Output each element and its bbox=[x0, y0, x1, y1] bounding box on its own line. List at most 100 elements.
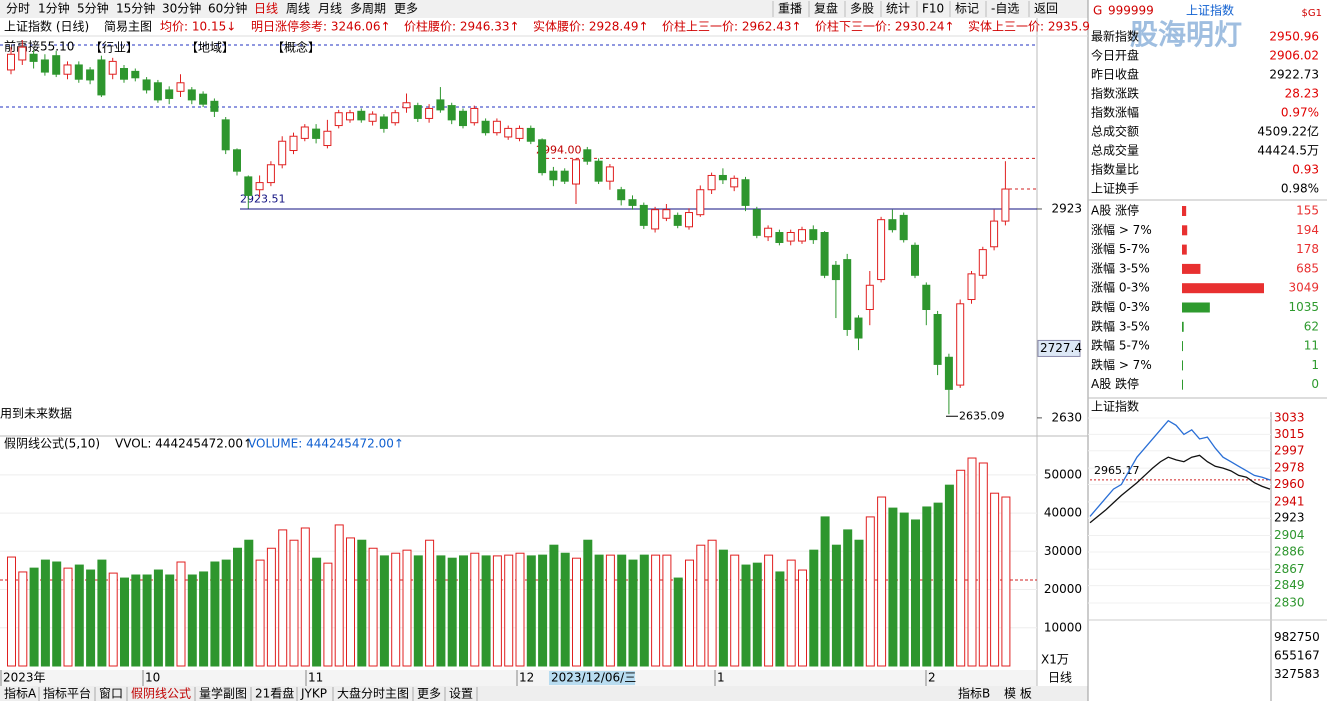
breadth-value: 0 bbox=[1311, 377, 1319, 391]
mini-vol-label: 327583 bbox=[1274, 667, 1320, 681]
candle-body bbox=[1001, 188, 1010, 222]
period-tab[interactable]: 月线 bbox=[318, 2, 342, 16]
bottom-tab[interactable]: 日线 bbox=[1048, 671, 1072, 685]
breadth-value: 3049 bbox=[1288, 281, 1319, 295]
candle-body bbox=[176, 82, 185, 92]
quote-label: 指数量比 bbox=[1091, 162, 1139, 177]
volume-bar bbox=[266, 547, 276, 667]
candle-body bbox=[718, 174, 727, 181]
period-tab[interactable]: 15分钟 bbox=[116, 1, 155, 16]
volume-bar bbox=[447, 557, 457, 667]
bottom-tab[interactable]: 指标平台 bbox=[43, 686, 91, 701]
period-tab[interactable]: 日线 bbox=[254, 2, 278, 16]
mini-y-label: 2960 bbox=[1274, 477, 1305, 491]
candle-body bbox=[888, 219, 897, 231]
mini-y-label: 2830 bbox=[1274, 596, 1305, 610]
breadth-value: 194 bbox=[1296, 223, 1319, 237]
candle-body bbox=[741, 179, 750, 206]
watermark: 股海明灯 bbox=[1130, 18, 1242, 51]
info-item: 均价: 10.15↓ bbox=[160, 20, 236, 34]
candle-body bbox=[865, 284, 874, 311]
candle-body bbox=[278, 140, 287, 166]
volume-bar bbox=[108, 572, 118, 667]
tool-button[interactable]: 重播 bbox=[778, 2, 802, 16]
tool-button[interactable]: F10 bbox=[922, 2, 944, 16]
tool-button[interactable]: -自选 bbox=[991, 2, 1019, 16]
bottom-tab[interactable]: 21看盘 bbox=[255, 686, 294, 701]
volume-bar bbox=[628, 559, 638, 667]
tool-button[interactable]: 多股 bbox=[850, 2, 874, 16]
quote-label: 昨日收盘 bbox=[1091, 67, 1139, 82]
quote-value: 2906.02 bbox=[1269, 49, 1319, 63]
volume-bar bbox=[967, 457, 977, 667]
x-tick-label: 2 bbox=[928, 671, 936, 685]
info-item: 明日涨停参考: 3246.06↑ bbox=[251, 19, 391, 34]
period-tab[interactable]: 更多 bbox=[394, 2, 418, 16]
bottom-tab[interactable]: 假阴线公式 bbox=[131, 687, 191, 701]
volume-bar bbox=[775, 571, 785, 667]
y-tick-label: 30000 bbox=[1044, 544, 1082, 558]
period-tab[interactable]: 30分钟 bbox=[162, 1, 201, 16]
candle-body bbox=[786, 232, 795, 242]
bottom-tab[interactable]: 指标B bbox=[958, 686, 990, 701]
volume-bar bbox=[911, 519, 920, 667]
volume-bar bbox=[718, 549, 728, 667]
mini-y-label: 2849 bbox=[1274, 578, 1305, 592]
candle-body bbox=[300, 126, 309, 139]
bottom-tab[interactable]: 窗口 bbox=[99, 687, 123, 701]
period-tab[interactable]: 1分钟 bbox=[38, 1, 70, 16]
y-tick-label: 2630 bbox=[1051, 410, 1082, 424]
volume-bar bbox=[368, 547, 378, 667]
bottom-tab[interactable]: 模 板 bbox=[1004, 687, 1032, 701]
info-item: 价柱腰价: 2946.33↑ bbox=[404, 19, 520, 34]
candle-body bbox=[877, 219, 886, 281]
volume-bar bbox=[74, 564, 84, 667]
tool-button[interactable]: 标记 bbox=[955, 2, 979, 16]
volume-bar bbox=[312, 557, 322, 667]
quote-label: 指数涨幅 bbox=[1091, 105, 1139, 120]
candle-body bbox=[346, 112, 354, 121]
bottom-tab[interactable]: 更多 bbox=[417, 687, 441, 701]
quote-label: 上证换手 bbox=[1091, 182, 1139, 196]
mini-avg-line bbox=[1089, 454, 1271, 524]
y-tick-label: 40000 bbox=[1044, 506, 1082, 520]
volume-bar bbox=[944, 484, 954, 667]
mini-y-label: 2886 bbox=[1274, 544, 1305, 558]
tool-button[interactable]: 复盘 bbox=[814, 1, 838, 16]
mini-y-label: 2923 bbox=[1274, 511, 1305, 525]
volume-bar bbox=[990, 492, 1000, 667]
bottom-tab[interactable]: 指标A bbox=[4, 686, 37, 701]
bottom-tab[interactable]: 设置 bbox=[449, 687, 473, 701]
volume-bar bbox=[685, 559, 694, 667]
candle-body bbox=[978, 249, 987, 276]
bottom-tab[interactable]: JYKP bbox=[300, 687, 327, 701]
quote-label: 总成交额 bbox=[1091, 124, 1139, 139]
x-tick-label: 2023/12/06/三 bbox=[551, 671, 636, 685]
volume-bar bbox=[153, 569, 163, 667]
bottom-tab[interactable]: 大盘分时主图 bbox=[337, 686, 409, 701]
candle-body bbox=[379, 116, 388, 129]
candle-body bbox=[153, 82, 162, 101]
period-tab[interactable]: 周线 bbox=[286, 2, 310, 16]
mini-y-label: 2941 bbox=[1274, 494, 1305, 508]
period-tab[interactable]: 多周期 bbox=[350, 2, 386, 16]
bottom-tab[interactable]: 量学副图 bbox=[199, 686, 247, 701]
candle-body bbox=[549, 170, 558, 181]
low-label: 2635.09 bbox=[959, 409, 1005, 422]
candle-body bbox=[391, 112, 400, 124]
candle-body bbox=[108, 60, 117, 75]
x-tick-label: 12 bbox=[519, 671, 534, 685]
info-item: 实体腰价: 2928.49↑ bbox=[533, 19, 649, 34]
cursor-box bbox=[1037, 339, 1081, 357]
volume-bar bbox=[131, 574, 141, 667]
period-tab[interactable]: 分时 bbox=[6, 2, 30, 16]
volume-bar bbox=[583, 539, 593, 667]
volume-header: 假阴线公式(5,10) bbox=[4, 437, 100, 451]
period-tab[interactable]: 60分钟 bbox=[208, 1, 247, 16]
volume-bar bbox=[515, 552, 525, 667]
period-tab[interactable]: 5分钟 bbox=[77, 1, 109, 16]
quote-label: 指数涨跌 bbox=[1091, 86, 1139, 101]
tool-button[interactable]: 统计 bbox=[886, 2, 910, 16]
candle-body bbox=[142, 79, 151, 91]
tool-button[interactable]: 返回 bbox=[1034, 2, 1058, 16]
